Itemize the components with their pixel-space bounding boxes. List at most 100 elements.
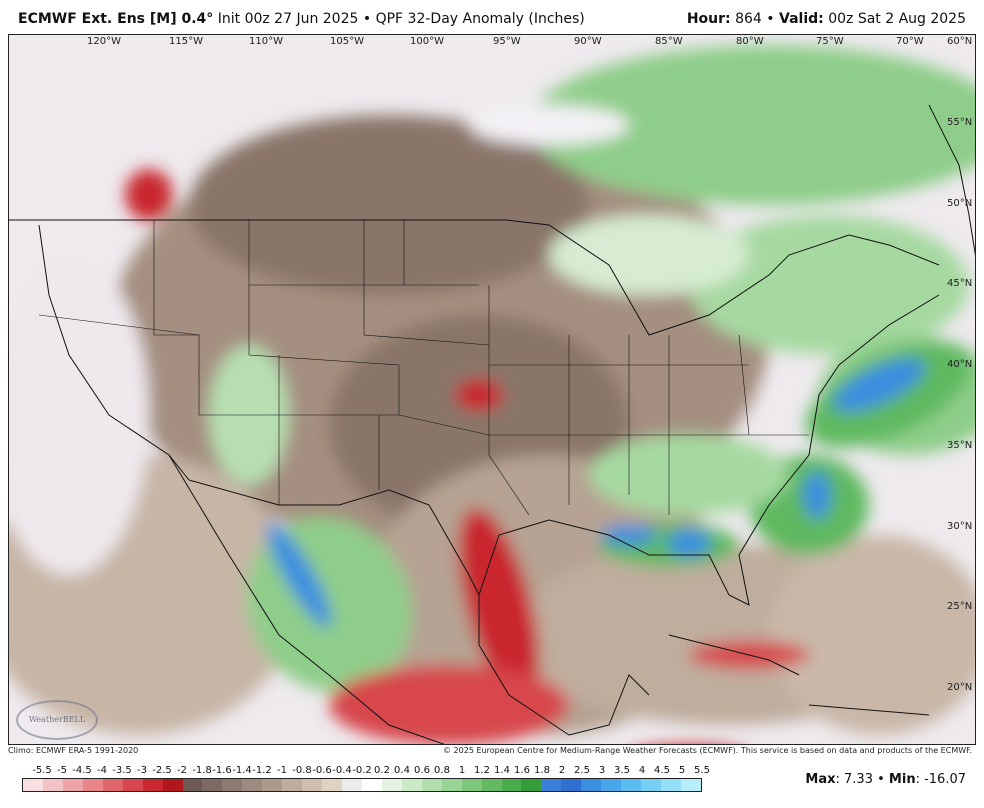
anomaly-field	[9, 45, 975, 744]
scale-label: -1.6	[212, 765, 232, 776]
scale-swatch	[82, 779, 103, 791]
scale-swatch	[102, 779, 123, 791]
scale-swatch	[222, 779, 243, 791]
us-south-coast	[188, 294, 940, 606]
scale-label: -1	[277, 765, 287, 776]
init-time: Init 00z 27 Jun 2025	[217, 11, 359, 27]
mexico-gulf-coast	[478, 595, 650, 736]
lon-label: 85°W	[655, 36, 683, 47]
lat-label: 20°N	[947, 682, 973, 693]
cuba	[668, 634, 800, 676]
scale-swatch	[302, 779, 323, 791]
map-canvas	[9, 35, 975, 744]
scale-label: -2.5	[152, 765, 172, 776]
scale-label: 0.6	[414, 765, 430, 776]
map-title: ECMWF Ext. Ens [M] 0.4° Init 00z 27 Jun …	[18, 11, 585, 27]
scale-label: 3	[598, 765, 606, 776]
lon-label: 75°W	[816, 36, 844, 47]
lat-label: 30°N	[947, 521, 973, 532]
min-value: : -16.07	[915, 772, 966, 787]
scale-swatch	[142, 779, 163, 791]
hour-value: 864	[735, 11, 762, 27]
stats-separator: •	[872, 772, 889, 787]
lat-label: 45°N	[947, 278, 973, 289]
scale-label: 0.2	[374, 765, 390, 776]
scale-label: 4	[638, 765, 646, 776]
max-value: : 7.33	[835, 772, 873, 787]
lat-label: 40°N	[947, 359, 973, 370]
scale-label: -3	[137, 765, 147, 776]
scale-swatch	[322, 779, 342, 791]
valid-value: 00z Sat 2 Aug 2025	[828, 11, 966, 27]
copyright-note: © 2025 European Centre for Medium-Range …	[443, 746, 972, 755]
hour-label: Hour:	[686, 11, 731, 27]
scale-label: -5.5	[32, 765, 52, 776]
scale-label: -4	[97, 765, 107, 776]
scale-label: -4.5	[72, 765, 92, 776]
lon-label: 90°W	[574, 36, 602, 47]
scale-swatch	[661, 779, 681, 791]
valid-time: Hour: 864 • Valid: 00z Sat 2 Aug 2025	[686, 11, 966, 27]
scale-swatch	[621, 779, 642, 791]
scale-swatch	[202, 779, 223, 791]
scale-swatch	[521, 779, 542, 791]
scale-swatch	[501, 779, 522, 791]
scale-swatch	[381, 779, 402, 791]
color-scale-labels: -5.5 -5 -4.5 -4 -3.5 -3 -2.5 -2 -1.8 -1.6 -1.4 -1.2…	[22, 765, 710, 777]
scale-swatch	[561, 779, 582, 791]
lon-label: 80°W	[736, 36, 764, 47]
us-canada-border	[9, 219, 940, 336]
scale-label: 1.4	[494, 765, 510, 776]
scale-label: 1	[458, 765, 466, 776]
lat-label: 50°N	[947, 198, 973, 209]
precipitation-anomaly-map: 120°W 115°W 110°W 105°W 100°W 95°W 90°W …	[8, 34, 976, 745]
scale-swatch	[441, 779, 462, 791]
scale-swatch	[601, 779, 622, 791]
scale-swatch	[182, 779, 203, 791]
scale-label: -1.2	[252, 765, 272, 776]
scale-swatch	[242, 779, 263, 791]
scale-label: 2.5	[574, 765, 590, 776]
scale-swatch	[481, 779, 502, 791]
lon-label: 115°W	[169, 36, 203, 47]
max-min-stats: Max: 7.33 • Min: -16.07	[805, 772, 966, 787]
lon-label: 120°W	[87, 36, 121, 47]
scale-label: 0.4	[394, 765, 410, 776]
scale-label: 5.5	[694, 765, 710, 776]
lat-label: 60°N	[947, 36, 973, 47]
scale-label: -0.4	[332, 765, 352, 776]
scale-swatch	[680, 779, 701, 791]
climo-note: Climo: ECMWF ERA-5 1991-2020	[8, 746, 139, 755]
product-name: QPF 32-Day Anomaly (Inches)	[375, 11, 585, 27]
scale-swatch	[541, 779, 562, 791]
lat-label: 55°N	[947, 117, 973, 128]
scale-label: -0.2	[352, 765, 372, 776]
mexico-pacific-coast	[168, 454, 445, 744]
scale-swatch	[461, 779, 482, 791]
scale-label: 2	[558, 765, 566, 776]
state-lines	[38, 220, 809, 516]
scale-swatch	[581, 779, 602, 791]
min-label: Min	[888, 772, 916, 787]
scale-label: -2	[177, 765, 187, 776]
scale-swatch	[342, 779, 362, 791]
lon-label: 110°W	[249, 36, 283, 47]
scale-swatch	[421, 779, 442, 791]
scale-swatch	[262, 779, 283, 791]
lon-label: 105°W	[330, 36, 364, 47]
scale-swatch	[641, 779, 661, 791]
hispaniola	[808, 704, 930, 716]
lon-label: 70°W	[896, 36, 924, 47]
color-scale-bar	[22, 778, 702, 792]
header-bar: ECMWF Ext. Ens [M] 0.4° Init 00z 27 Jun …	[0, 0, 984, 34]
valid-label: Valid:	[779, 11, 824, 27]
scale-swatch	[401, 779, 422, 791]
scale-swatch	[282, 779, 303, 791]
canada-east-coast	[928, 104, 975, 256]
max-label: Max	[805, 772, 836, 787]
scale-label: 4.5	[654, 765, 670, 776]
scale-label: -1.4	[232, 765, 252, 776]
scale-label: 1.2	[474, 765, 490, 776]
lon-label: 95°W	[493, 36, 521, 47]
degree-symbol: °	[206, 11, 214, 27]
